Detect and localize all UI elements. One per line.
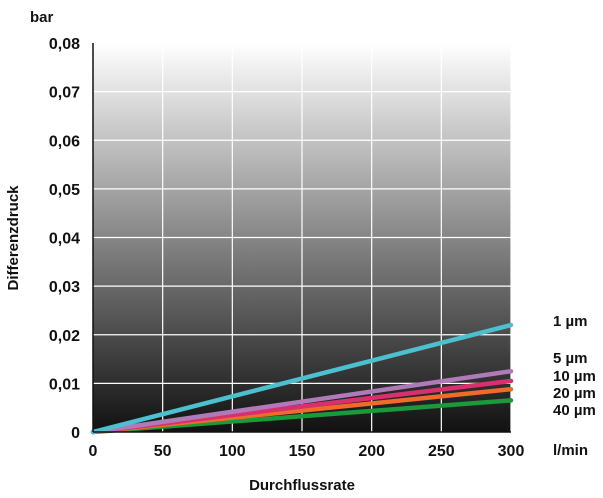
y-tick-label: 0,04 — [49, 231, 80, 248]
x-tick-label: 300 — [498, 443, 525, 460]
y-tick-label: 0,07 — [49, 85, 80, 102]
grid — [93, 42, 512, 432]
x-tick-label: 100 — [219, 443, 246, 460]
x-tick-label: 50 — [154, 443, 172, 460]
x-tick-label: 250 — [428, 443, 455, 460]
y-tick-label: 0,05 — [49, 182, 80, 199]
x-unit-label: l/min — [553, 442, 588, 459]
series-label: 10 µm — [553, 368, 596, 385]
series-label: 1 µm — [553, 313, 588, 330]
y-tick-label: 0,01 — [49, 376, 80, 393]
series-lines — [90, 322, 514, 435]
y-tick-label: 0 — [71, 425, 80, 442]
x-tick-label: 150 — [289, 443, 316, 460]
series-label: 40 µm — [553, 402, 596, 419]
y-axis-title: Differenzdruck — [5, 185, 22, 291]
y-tick-labels: 0 0,01 0,02 0,03 0,04 0,05 0,06 0,07 0,08 — [49, 36, 80, 442]
x-tick-label: 200 — [358, 443, 385, 460]
series-line — [90, 368, 514, 435]
y-tick-label: 0,06 — [49, 133, 80, 150]
series-label: 20 µm — [553, 385, 596, 402]
series-line — [90, 322, 514, 435]
series-label: 5 µm — [553, 350, 588, 367]
x-axis-title: Durchflussrate — [249, 477, 355, 494]
x-tick-label: 0 — [89, 443, 98, 460]
y-tick-label: 0,03 — [49, 279, 80, 296]
x-tick-labels: 0 50 100 150 200 250 300 — [89, 443, 525, 460]
axes — [92, 43, 511, 433]
y-tick-label: 0,08 — [49, 36, 80, 53]
y-unit-label: bar — [30, 9, 54, 26]
y-tick-label: 0,02 — [49, 328, 80, 345]
